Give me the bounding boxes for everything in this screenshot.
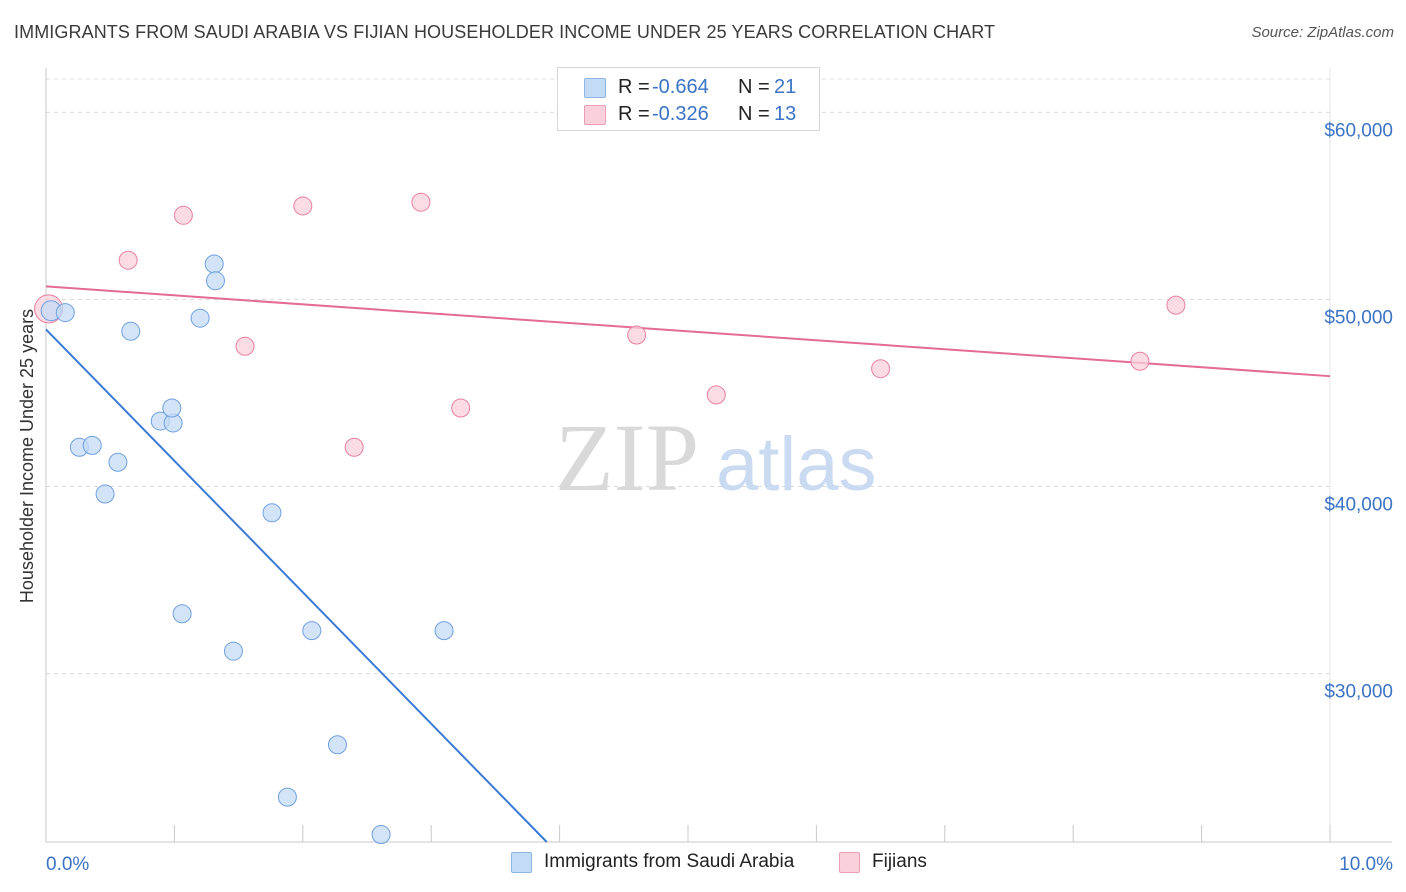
point-fijian	[451, 398, 471, 418]
axes	[45, 68, 1392, 843]
data-points	[34, 192, 1186, 845]
series-swatch-fijians	[839, 851, 860, 873]
point-saudi	[95, 484, 115, 504]
point-fijian	[235, 336, 255, 356]
point-fijian	[118, 250, 138, 270]
x-tick-label: 10.0%	[1339, 854, 1393, 875]
point-fijian	[627, 325, 647, 345]
y-tick-label: $60,000	[1324, 120, 1393, 141]
point-fijian	[344, 437, 364, 457]
legend-n-value: 21	[774, 75, 797, 98]
legend-r-value: -0.664	[652, 75, 709, 98]
legend-swatch-saudi	[584, 78, 606, 98]
tick-labels: $30,000 $40,000 $50,000 $60,000 0.0% 10.0%	[46, 120, 1393, 875]
legend-n-label: N =	[738, 75, 770, 98]
point-fijian	[871, 359, 891, 379]
series-label-fijians: Fijians	[872, 851, 927, 872]
point-saudi	[121, 321, 141, 341]
point-saudi	[327, 735, 347, 755]
point-saudi	[82, 435, 102, 455]
chart-title: IMMIGRANTS FROM SAUDI ARABIA VS FIJIAN H…	[14, 22, 996, 42]
x-tick-label: 0.0%	[46, 854, 89, 875]
point-saudi	[204, 254, 224, 274]
point-saudi	[205, 271, 225, 291]
y-tick-label: $40,000	[1324, 495, 1393, 516]
y-tick-label: $50,000	[1324, 307, 1393, 328]
point-fijian	[293, 196, 313, 216]
point-saudi	[302, 621, 322, 641]
legend-n-value: 13	[774, 102, 797, 125]
legend-r-label: R =	[618, 75, 650, 98]
point-saudi	[162, 398, 182, 418]
trend-line-saudi	[45, 328, 548, 843]
y-axis-label: Householder Income Under 25 years	[17, 309, 37, 603]
legend-swatch-fijians	[584, 105, 606, 125]
watermark-zip: ZIP	[555, 404, 699, 511]
point-saudi	[277, 787, 297, 807]
point-fijian	[411, 192, 431, 212]
legend-r-value: -0.326	[652, 102, 709, 125]
grid-lines	[46, 78, 1330, 675]
point-fijian	[173, 205, 193, 225]
point-fijian	[706, 385, 726, 405]
series-swatch-saudi	[511, 851, 532, 873]
point-saudi	[262, 503, 282, 523]
point-saudi	[108, 452, 128, 472]
point-saudi	[223, 641, 243, 661]
trend-line-fijians	[45, 285, 1331, 378]
watermark: ZIP atlas	[555, 404, 877, 511]
watermark-atlas: atlas	[716, 422, 877, 507]
legend-r-label: R =	[618, 102, 650, 125]
trend-lines	[45, 285, 1331, 843]
point-saudi	[55, 303, 75, 323]
series-legend-fijians[interactable]: Fijians	[839, 851, 927, 873]
series-legend-saudi[interactable]: Immigrants from Saudi Arabia	[511, 851, 794, 873]
series-label-saudi: Immigrants from Saudi Arabia	[544, 851, 795, 872]
point-saudi	[190, 308, 210, 328]
point-saudi	[371, 825, 391, 845]
stats-legend: R = -0.664 N = 21 R = -0.326 N = 13	[557, 67, 820, 131]
point-fijian	[1166, 295, 1186, 315]
y-tick-label: $30,000	[1324, 682, 1393, 703]
point-saudi	[172, 604, 192, 624]
legend-n-label: N =	[738, 102, 770, 125]
series-legend: Immigrants from Saudi Arabia Fijians	[0, 851, 1406, 879]
point-fijian	[1130, 351, 1150, 371]
source-label: Source: ZipAtlas.com	[1251, 24, 1394, 41]
point-saudi	[434, 621, 454, 641]
